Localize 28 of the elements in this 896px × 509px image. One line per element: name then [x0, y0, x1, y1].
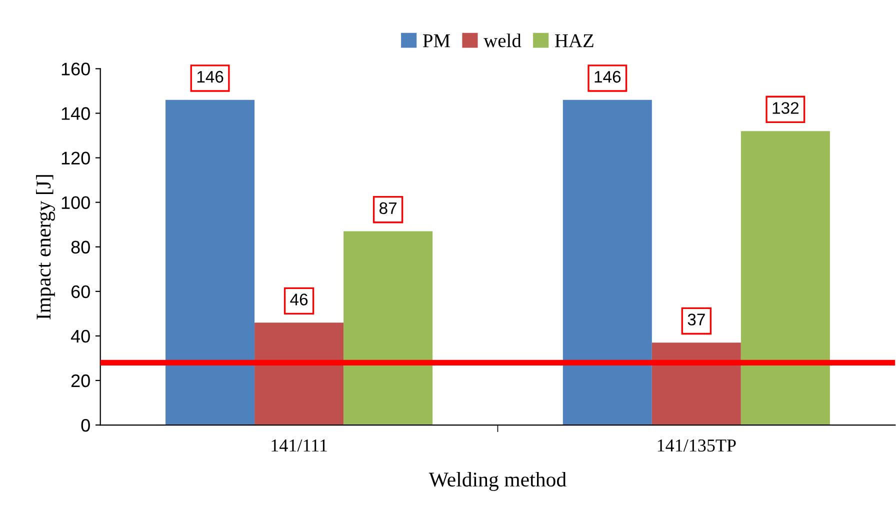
- legend-label: weld: [484, 34, 522, 48]
- y-tick-label: 100: [62, 196, 90, 210]
- x-tick-label: 141/135TP: [658, 439, 736, 452]
- data-label: 132: [772, 102, 798, 114]
- y-axis-title: Impact energy [J]: [36, 175, 55, 320]
- data-label: 146: [594, 70, 621, 83]
- bar: [344, 231, 433, 426]
- x-tick-label: 141/111: [272, 440, 327, 452]
- y-tick-label: 40: [70, 330, 90, 343]
- bar: [254, 322, 344, 426]
- y-tick-label: 20: [71, 374, 90, 388]
- legend-label: HAZ: [555, 34, 594, 48]
- data-label: 46: [290, 294, 308, 306]
- bar: [740, 131, 830, 426]
- y-tick-label: 80: [71, 240, 90, 254]
- y-tick-label: 0: [81, 418, 90, 432]
- y-tick-label: 60: [71, 285, 90, 298]
- data-label: 87: [380, 202, 396, 214]
- data-label: 146: [197, 70, 224, 83]
- x-axis-title: Welding method: [428, 472, 566, 491]
- bar: [562, 100, 652, 426]
- data-label: 37: [688, 314, 705, 326]
- y-tick-label: 160: [62, 62, 90, 76]
- y-tick-label: 120: [62, 152, 90, 165]
- bar: [652, 342, 741, 426]
- y-tick-label: 140: [62, 107, 90, 120]
- bar: [166, 100, 255, 426]
- legend-label: PM: [422, 34, 450, 48]
